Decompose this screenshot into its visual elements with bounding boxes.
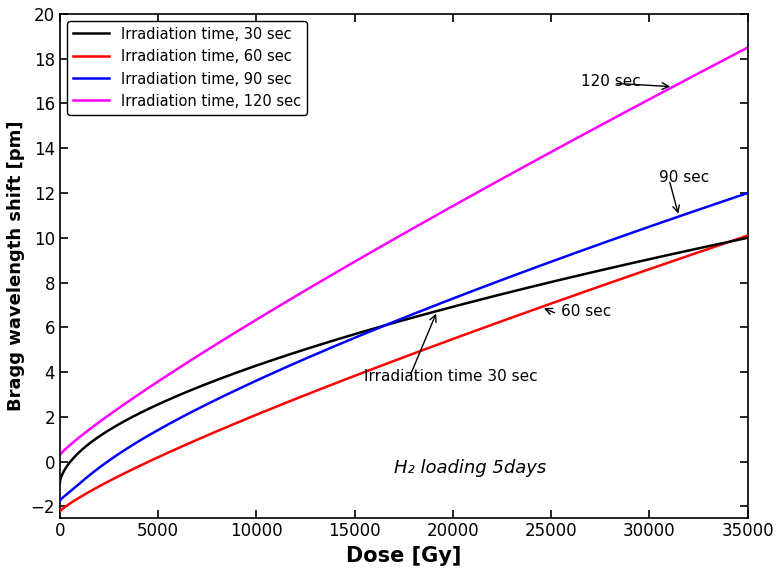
Y-axis label: Bragg wavelength shift [pm]: Bragg wavelength shift [pm]	[7, 120, 25, 411]
Text: Irradiation time 30 sec: Irradiation time 30 sec	[365, 369, 538, 384]
Text: H₂ loading 5days: H₂ loading 5days	[394, 459, 546, 477]
X-axis label: Dose [Gy]: Dose [Gy]	[346, 546, 462, 566]
Text: 90 sec: 90 sec	[659, 170, 710, 185]
Text: 120 sec: 120 sec	[581, 73, 640, 89]
Legend: Irradiation time, 30 sec, Irradiation time, 60 sec, Irradiation time, 90 sec, Ir: Irradiation time, 30 sec, Irradiation ti…	[67, 21, 307, 115]
Text: 60 sec: 60 sec	[561, 304, 612, 319]
